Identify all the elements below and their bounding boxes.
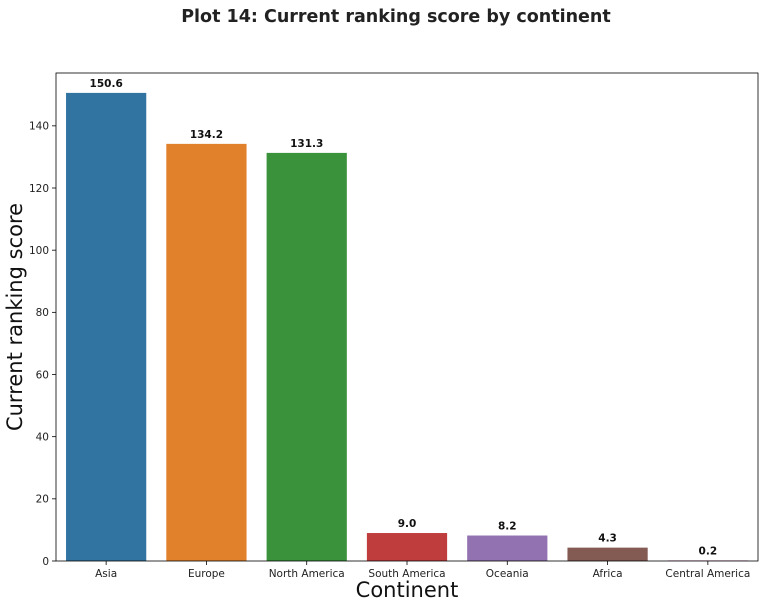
y-axis-label: Current ranking score xyxy=(3,203,27,431)
chart-title: Plot 14: Current ranking score by contin… xyxy=(181,7,611,27)
x-tick-label: Europe xyxy=(188,568,225,580)
y-tick-label: 140 xyxy=(29,121,49,133)
x-tick-label: Central America xyxy=(665,568,750,580)
bar-value-label: 8.2 xyxy=(498,521,517,533)
y-axis: 0 20 40 60 80 100 120 140 xyxy=(29,121,56,568)
x-axis-label: Continent xyxy=(356,578,459,602)
plot-area-frame xyxy=(55,72,759,562)
bar-value-label: 134.2 xyxy=(190,129,223,141)
bar-south-america xyxy=(366,533,448,561)
x-tick-label: Africa xyxy=(593,568,623,580)
x-tick-label: South America xyxy=(368,568,445,580)
bar-africa xyxy=(567,547,648,561)
bar-europe xyxy=(166,143,247,562)
bar-north-america xyxy=(266,152,347,561)
bar-oceania xyxy=(467,535,548,561)
bar-value-label: 4.3 xyxy=(598,533,617,545)
bars-group xyxy=(66,92,748,562)
y-tick-label: 20 xyxy=(36,494,49,506)
y-tick-label: 120 xyxy=(29,183,49,195)
x-tick-label: Asia xyxy=(95,568,117,580)
y-tick-label: 40 xyxy=(36,431,49,443)
y-tick-label: 100 xyxy=(29,245,49,257)
bar-value-label: 9.0 xyxy=(398,518,417,530)
y-tick-label: 0 xyxy=(42,556,49,568)
y-tick-label: 80 xyxy=(36,307,49,319)
x-tick-label: Oceania xyxy=(486,568,529,580)
x-tick-label: North America xyxy=(269,568,345,580)
bar-value-label: 131.3 xyxy=(290,138,323,150)
bar-labels-group: 150.6 134.2 131.3 9.0 8.2 4.3 0.2 xyxy=(90,78,718,557)
bar-value-label: 150.6 xyxy=(90,78,123,90)
bar-asia xyxy=(66,92,147,561)
y-tick-label: 60 xyxy=(36,369,49,381)
x-axis: Asia Europe North America South America Ocea… xyxy=(95,561,750,580)
bar-value-label: 0.2 xyxy=(699,545,718,557)
